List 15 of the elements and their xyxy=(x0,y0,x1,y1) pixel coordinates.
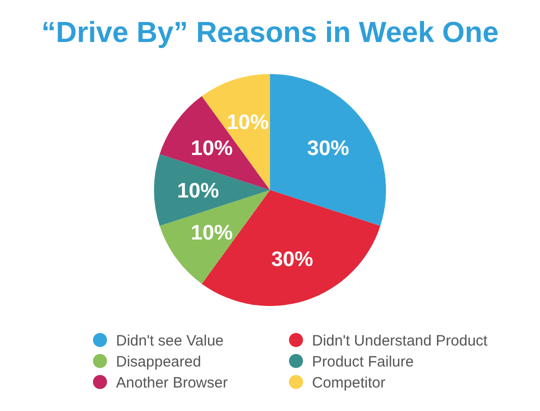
data-label: 30% xyxy=(307,137,350,160)
pie-slice xyxy=(154,154,270,226)
legend-label: Another Browser xyxy=(116,374,228,392)
legend-label: Didn't Understand Product xyxy=(312,332,488,350)
data-label: 10% xyxy=(177,179,220,202)
data-label: 10% xyxy=(226,110,270,134)
legend-label: Product Failure xyxy=(312,353,414,370)
legend-label: Disappeared xyxy=(116,353,202,370)
chart-title: “Drive By” Reasons in Week One xyxy=(41,17,499,49)
legend-label: Didn't see Value xyxy=(116,332,224,350)
legend-label: Competitor xyxy=(312,374,386,392)
data-label: 10% xyxy=(190,137,234,160)
data-label: 30% xyxy=(271,248,314,271)
pie-slice xyxy=(270,74,386,226)
data-label: 10% xyxy=(190,222,234,245)
